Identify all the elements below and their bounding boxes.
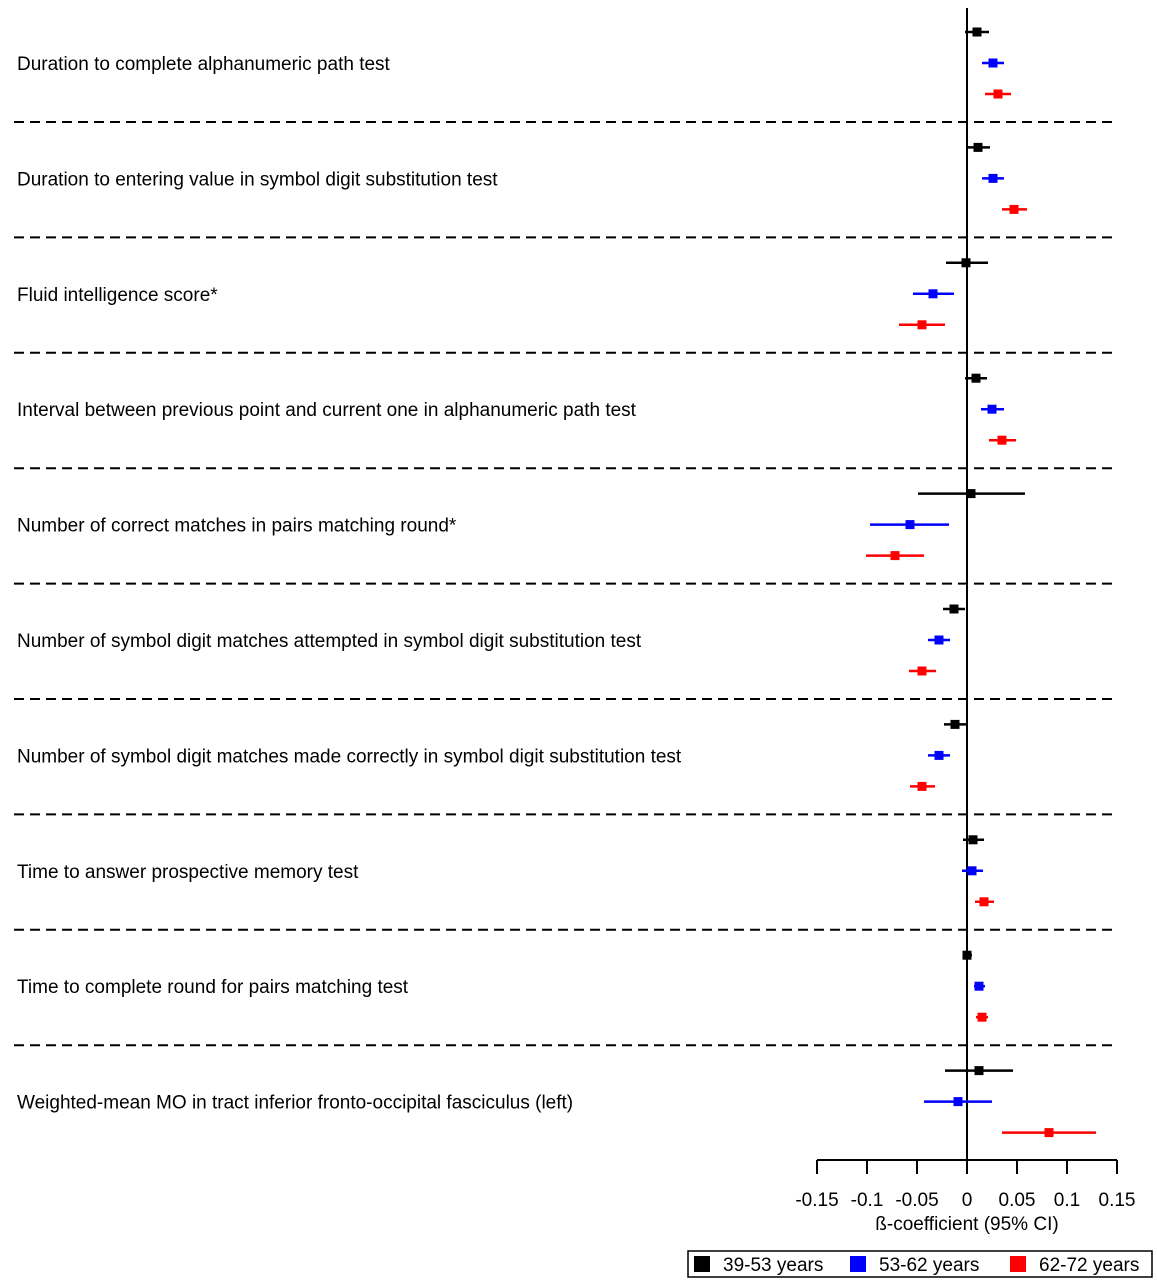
- estimate-marks: [866, 27, 1096, 1138]
- point-estimate: [967, 866, 977, 876]
- x-tick-label: 0.05: [999, 1190, 1036, 1211]
- point-estimate: [997, 435, 1007, 445]
- legend-label: 62-72 years: [1039, 1255, 1139, 1276]
- point-estimate: [961, 258, 971, 268]
- point-estimate: [1009, 204, 1019, 214]
- point-estimate: [934, 635, 944, 645]
- point-estimate: [968, 835, 978, 845]
- x-tick-label: 0.1: [1054, 1190, 1080, 1211]
- point-estimate: [974, 981, 984, 991]
- row-label: Number of correct matches in pairs match…: [17, 516, 457, 537]
- point-estimate: [987, 404, 997, 414]
- point-estimate: [917, 781, 927, 791]
- point-estimate: [993, 89, 1003, 99]
- row-label: Weighted-mean MO in tract inferior front…: [17, 1093, 573, 1114]
- x-tick-label: 0.15: [1099, 1190, 1136, 1211]
- x-tick-label: -0.1: [851, 1190, 884, 1211]
- legend: 39-53 years 53-62 years 62-72 years: [687, 1250, 1153, 1278]
- x-axis-title: ß-coefficient (95% CI): [875, 1214, 1058, 1235]
- legend-label: 53-62 years: [879, 1255, 979, 1276]
- point-estimate: [974, 1066, 984, 1076]
- x-tick-label: -0.05: [895, 1190, 938, 1211]
- point-estimate: [972, 27, 982, 37]
- row-label: Fluid intelligence score*: [17, 285, 218, 306]
- row-label: Time to answer prospective memory test: [17, 862, 359, 883]
- row-label: Interval between previous point and curr…: [17, 400, 637, 421]
- row-label: Number of symbol digit matches made corr…: [17, 746, 682, 767]
- point-estimate: [1044, 1128, 1054, 1138]
- point-estimate: [966, 489, 976, 499]
- row-label: Duration to complete alphanumeric path t…: [17, 54, 391, 75]
- legend-swatch: [850, 1256, 866, 1272]
- point-estimate: [953, 1097, 963, 1107]
- point-estimate: [917, 320, 927, 330]
- point-estimate: [905, 520, 915, 530]
- legend-box: [687, 1250, 1153, 1278]
- point-estimate: [917, 666, 927, 676]
- point-estimate: [928, 289, 938, 299]
- point-estimate: [890, 551, 900, 561]
- row-label: Number of symbol digit matches attempted…: [17, 631, 642, 652]
- legend-swatch: [694, 1256, 710, 1272]
- point-estimate: [977, 1012, 987, 1022]
- point-estimate: [971, 373, 981, 383]
- legend-label: 39-53 years: [723, 1255, 823, 1276]
- point-estimate: [962, 950, 972, 960]
- row-label: Duration to entering value in symbol dig…: [17, 169, 498, 190]
- row-label: Time to complete round for pairs matchin…: [17, 977, 409, 998]
- point-estimate: [934, 750, 944, 760]
- point-estimate: [949, 604, 959, 614]
- x-tick-label: -0.15: [795, 1190, 838, 1211]
- x-tick-label: 0: [962, 1190, 973, 1211]
- legend-swatch: [1010, 1256, 1026, 1272]
- x-axis: -0.15 -0.1 -0.05 0 0.05 0.1 0.15 ß-coefficient …: [795, 1159, 1136, 1235]
- point-estimate: [988, 173, 998, 183]
- point-estimate: [950, 719, 960, 729]
- point-estimate: [979, 897, 989, 907]
- point-estimate: [973, 142, 983, 152]
- point-estimate: [988, 58, 998, 68]
- row-separators: [14, 121, 1118, 1047]
- row-labels: Duration to complete alphanumeric path t…: [17, 54, 682, 1114]
